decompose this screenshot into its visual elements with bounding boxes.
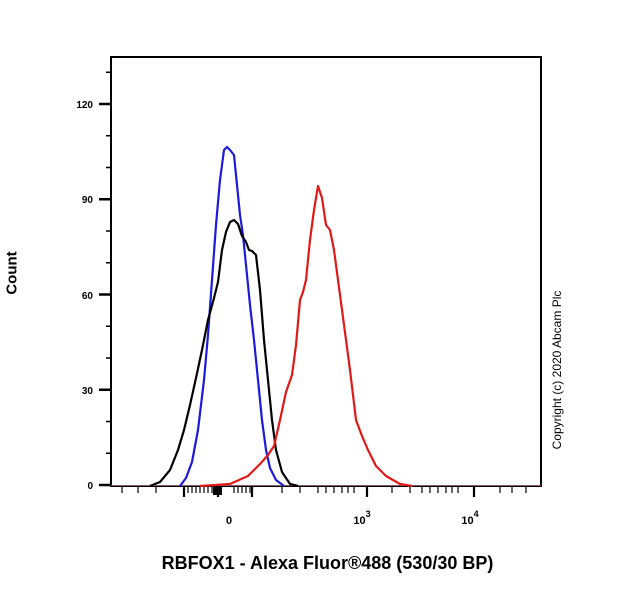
x-tick-label: 104 <box>461 509 478 527</box>
histogram-series <box>149 145 413 488</box>
x-axis-title: RBFOX1 - Alexa Fluor®488 (530/30 BP) <box>161 553 494 573</box>
x-axis-ticks <box>111 485 541 497</box>
x-tick-cluster <box>213 487 222 495</box>
x-tick-label: 0 <box>226 515 232 527</box>
y-tick-label: 30 <box>82 386 94 397</box>
histogram-curve-red <box>199 184 413 488</box>
y-tick-label: 60 <box>82 291 94 302</box>
plot-frame <box>110 56 542 487</box>
y-tick-label: 120 <box>76 100 93 111</box>
x-tick-label: 103 <box>353 509 370 527</box>
y-axis-title: Count <box>0 238 24 308</box>
y-tick-label: 0 <box>87 481 93 492</box>
y-axis-tick-labels: 0 30 60 90 120 <box>76 100 93 492</box>
histogram-curve-black <box>149 218 299 488</box>
x-axis-tick-labels: 0 103 104 <box>226 509 479 527</box>
copyright-text: Copyright (c) 2020 Abcam Plc <box>550 290 564 450</box>
y-tick-label: 90 <box>82 195 94 206</box>
y-axis-title-text: Count <box>3 251 21 295</box>
histogram-curve-blue <box>179 145 285 487</box>
copyright-notice: Copyright (c) 2020 Abcam Plc <box>549 250 565 490</box>
y-axis-ticks <box>99 71 111 487</box>
